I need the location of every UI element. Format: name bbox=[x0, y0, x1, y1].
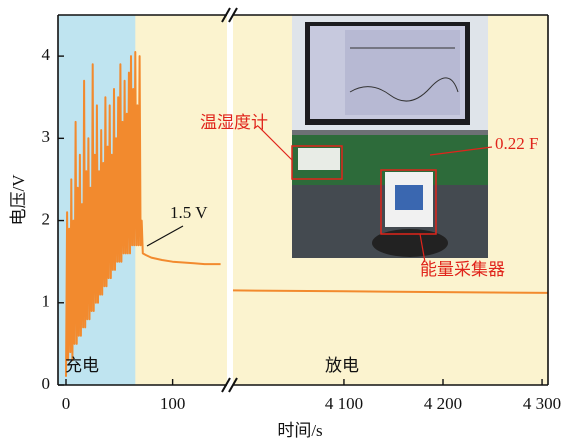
x-tick-label: 100 bbox=[160, 394, 186, 413]
annotation: 1.5 V bbox=[170, 203, 208, 222]
y-tick-label: 1 bbox=[42, 292, 51, 311]
annotation: 放电 bbox=[325, 356, 359, 375]
data-line bbox=[232, 289, 549, 294]
x-tick-label: 4 100 bbox=[325, 394, 363, 413]
y-tick-label: 0 bbox=[42, 374, 51, 393]
data-line bbox=[65, 51, 221, 377]
axis-break bbox=[221, 377, 238, 393]
axis-frame bbox=[57, 14, 227, 386]
annotation: 能量采集器 bbox=[420, 260, 505, 279]
x-axis-label: 时间/s bbox=[277, 421, 322, 440]
x-tick-label: 4 300 bbox=[523, 394, 561, 413]
axis-break bbox=[221, 7, 238, 23]
annotation: 0.22 F bbox=[495, 134, 538, 153]
inset-photo bbox=[146, 15, 493, 263]
plot-lines bbox=[65, 51, 549, 377]
y-tick-label: 2 bbox=[42, 209, 51, 228]
x-tick-label: 0 bbox=[62, 394, 71, 413]
annotation: 充电 bbox=[65, 356, 99, 375]
x-tick-label: 4 200 bbox=[424, 394, 462, 413]
axis-frame bbox=[233, 14, 549, 386]
y-tick-label: 3 bbox=[42, 127, 51, 146]
y-axis-label: 电压/V bbox=[9, 174, 28, 226]
annotation: 温湿度计 bbox=[200, 113, 268, 132]
y-tick-label: 4 bbox=[42, 45, 51, 64]
